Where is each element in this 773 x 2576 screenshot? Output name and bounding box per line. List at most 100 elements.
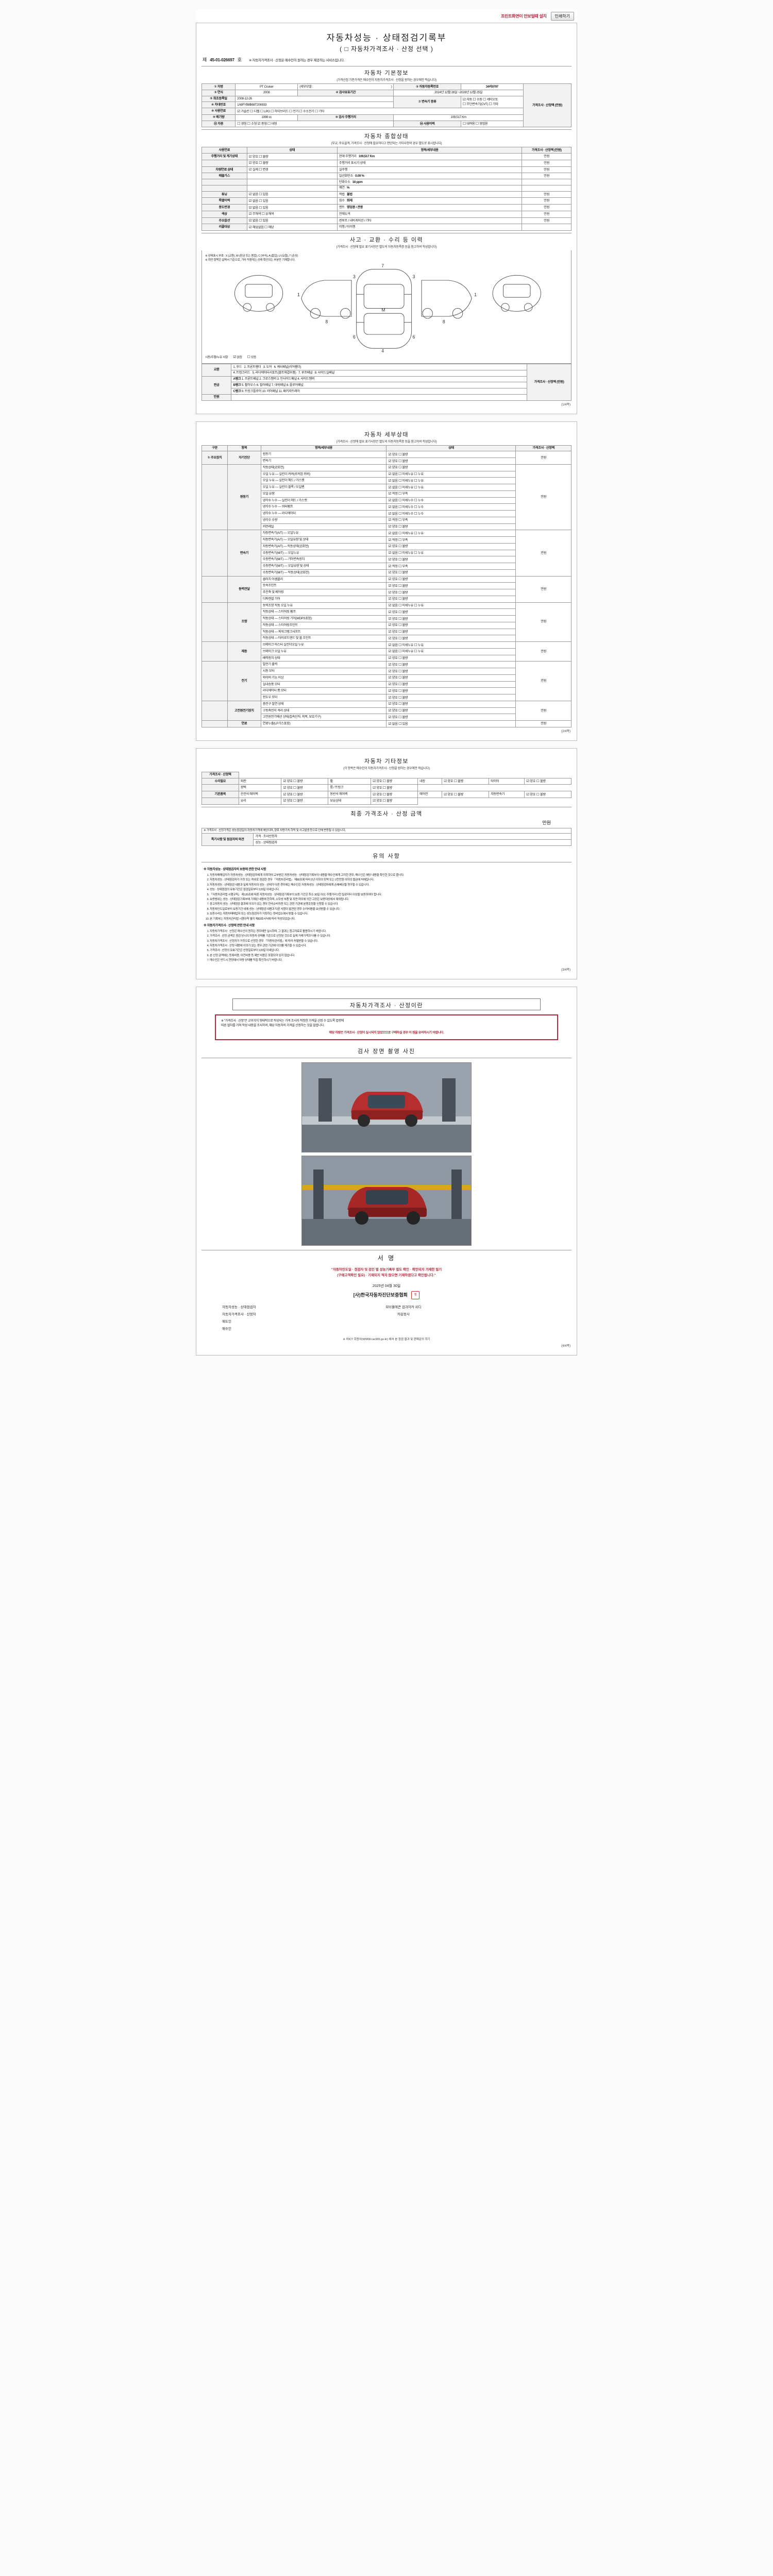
checkbox-icon[interactable]: ☐ xyxy=(398,518,402,522)
checkbox-icon[interactable]: ☐ xyxy=(398,511,402,516)
checkbox-icon[interactable]: ☐ xyxy=(398,630,402,634)
checkbox-icon[interactable]: ☐ xyxy=(382,779,386,783)
checkbox-icon[interactable]: ☐ xyxy=(414,478,417,483)
checkbox-checked-icon[interactable]: ☑ xyxy=(388,478,392,483)
checkbox-icon[interactable]: ☐ xyxy=(398,504,402,509)
checkbox-checked-icon[interactable]: ☑ xyxy=(237,109,241,113)
checkbox-icon[interactable]: ☐ xyxy=(398,616,402,621)
checkbox-icon[interactable]: ☐ xyxy=(398,656,402,660)
checkbox-checked-icon[interactable]: ☑ xyxy=(388,682,392,686)
checkbox-checked-icon[interactable]: ☑ xyxy=(388,603,392,607)
checkbox-checked-icon[interactable]: ☑ xyxy=(388,511,392,516)
checkbox-icon[interactable]: ☐ xyxy=(414,531,417,535)
checkbox-checked-icon[interactable]: ☑ xyxy=(388,688,392,693)
checkbox-icon[interactable]: ☐ xyxy=(414,642,417,647)
checkbox-checked-icon[interactable]: ☑ xyxy=(373,785,376,790)
checkbox-checked-icon[interactable]: ☑ xyxy=(248,212,252,216)
checkbox-checked-icon[interactable]: ☑ xyxy=(526,792,529,796)
checkbox-checked-icon[interactable]: ☑ xyxy=(388,518,392,522)
checkbox-icon[interactable]: ☐ xyxy=(259,205,262,210)
checkbox-checked-icon[interactable]: ☑ xyxy=(248,218,252,223)
checkbox-checked-icon[interactable]: ☑ xyxy=(248,161,252,165)
checkbox-checked-icon[interactable]: ☑ xyxy=(388,616,392,621)
checkbox-checked-icon[interactable]: ☑ xyxy=(444,779,447,783)
checkbox-icon[interactable]: ☐ xyxy=(398,465,402,470)
checkbox-checked-icon[interactable]: ☑ xyxy=(444,792,447,796)
checkbox-checked-icon[interactable]: ☑ xyxy=(388,531,392,535)
checkbox-icon[interactable]: ☐ xyxy=(259,218,262,223)
checkbox-checked-icon[interactable]: ☑ xyxy=(283,779,287,783)
checkbox-icon[interactable]: ☐ xyxy=(414,504,417,509)
checkbox-icon[interactable]: ☐ xyxy=(250,109,254,113)
checkbox-icon[interactable]: ☐ xyxy=(247,122,250,126)
checkbox-icon[interactable]: ☐ xyxy=(398,472,402,476)
print-button[interactable]: 인쇄하기 xyxy=(550,11,574,21)
checkbox-icon[interactable]: ☐ xyxy=(259,154,262,159)
checkbox-checked-icon[interactable]: ☑ xyxy=(248,198,252,203)
checkbox-checked-icon[interactable]: ☑ xyxy=(462,97,466,101)
checkbox-icon[interactable]: ☐ xyxy=(293,785,297,790)
checkbox-checked-icon[interactable]: ☑ xyxy=(388,485,392,489)
checkbox-icon[interactable]: ☐ xyxy=(237,122,241,126)
checkbox-icon[interactable]: ☐ xyxy=(398,675,402,680)
checkbox-checked-icon[interactable]: ☑ xyxy=(373,799,376,803)
checkbox-checked-icon[interactable]: ☑ xyxy=(388,544,392,549)
checkbox-icon[interactable]: ☐ xyxy=(382,799,386,803)
checkbox-icon[interactable]: ☐ xyxy=(453,792,457,796)
checkbox-checked-icon[interactable]: ☑ xyxy=(388,465,392,470)
checkbox-icon[interactable]: ☐ xyxy=(475,122,479,126)
checkbox-icon[interactable]: ☐ xyxy=(271,109,274,113)
checkbox-checked-icon[interactable]: ☑ xyxy=(283,785,287,790)
checkbox-icon[interactable]: ☐ xyxy=(398,702,402,706)
checkbox-checked-icon[interactable]: ☑ xyxy=(388,708,392,713)
checkbox-checked-icon[interactable]: ☑ xyxy=(388,452,392,456)
checkbox-checked-icon[interactable]: ☑ xyxy=(388,702,392,706)
checkbox-icon[interactable]: ☐ xyxy=(414,649,417,654)
checkbox-icon[interactable]: ☐ xyxy=(314,109,318,113)
checkbox-icon[interactable]: ☐ xyxy=(483,97,486,101)
checkbox-checked-icon[interactable]: ☑ xyxy=(388,557,392,562)
checkbox-checked-icon[interactable]: ☑ xyxy=(248,205,252,210)
checkbox-icon[interactable]: ☐ xyxy=(299,109,303,113)
checkbox-icon[interactable]: ☐ xyxy=(398,642,402,647)
checkbox-icon[interactable]: ☐ xyxy=(414,551,417,555)
checkbox-icon[interactable]: ☐ xyxy=(398,721,402,726)
checkbox-icon[interactable]: ☐ xyxy=(398,485,402,489)
checkbox-checked-icon[interactable]: ☑ xyxy=(388,675,392,680)
checkbox-icon[interactable]: ☐ xyxy=(382,785,386,790)
checkbox-icon[interactable]: ☐ xyxy=(398,452,402,456)
checkbox-icon[interactable]: ☐ xyxy=(398,636,402,640)
checkbox-checked-icon[interactable]: ☑ xyxy=(248,192,252,196)
checkbox-checked-icon[interactable]: ☑ xyxy=(388,537,392,542)
checkbox-icon[interactable]: ☐ xyxy=(398,492,402,496)
checkbox-checked-icon[interactable]: ☑ xyxy=(373,779,376,783)
checkbox-checked-icon[interactable]: ☑ xyxy=(388,577,392,581)
checkbox-icon[interactable]: ☐ xyxy=(489,101,492,106)
checkbox-icon[interactable]: ☐ xyxy=(398,669,402,673)
checkbox-icon[interactable]: ☐ xyxy=(247,355,250,359)
checkbox-checked-icon[interactable]: ☑ xyxy=(283,799,287,803)
checkbox-checked-icon[interactable]: ☑ xyxy=(388,498,392,502)
checkbox-icon[interactable]: ☐ xyxy=(398,478,402,483)
checkbox-checked-icon[interactable]: ☑ xyxy=(388,583,392,588)
checkbox-icon[interactable]: ☐ xyxy=(289,109,292,113)
checkbox-checked-icon[interactable]: ☑ xyxy=(257,122,261,126)
checkbox-icon[interactable]: ☐ xyxy=(398,459,402,463)
checkbox-checked-icon[interactable]: ☑ xyxy=(388,623,392,628)
checkbox-icon[interactable]: ☐ xyxy=(536,792,540,796)
checkbox-icon[interactable]: ☐ xyxy=(398,695,402,700)
checkbox-icon[interactable]: ☐ xyxy=(453,779,457,783)
checkbox-checked-icon[interactable]: ☑ xyxy=(388,656,392,660)
checkbox-icon[interactable]: ☐ xyxy=(398,537,402,542)
checkbox-icon[interactable]: ☐ xyxy=(398,498,402,502)
checkbox-icon[interactable]: ☐ xyxy=(398,682,402,686)
checkbox-checked-icon[interactable]: ☑ xyxy=(388,492,392,496)
checkbox-icon[interactable]: ☐ xyxy=(398,649,402,654)
checkbox-icon[interactable]: ☐ xyxy=(398,623,402,628)
checkbox-icon[interactable]: ☐ xyxy=(473,97,476,101)
checkbox-icon[interactable]: ☐ xyxy=(398,662,402,667)
checkbox-icon[interactable]: ☐ xyxy=(398,524,402,529)
checkbox-checked-icon[interactable]: ☑ xyxy=(388,636,392,640)
checkbox-icon[interactable]: ☐ xyxy=(259,192,262,196)
checkbox-checked-icon[interactable]: ☑ xyxy=(233,355,237,359)
